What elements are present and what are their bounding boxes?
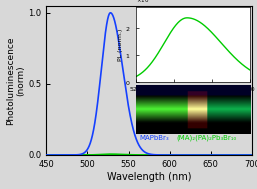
Y-axis label: Photoluminescence
(norm): Photoluminescence (norm) bbox=[6, 36, 25, 125]
X-axis label: Wavelength (nm): Wavelength (nm) bbox=[107, 172, 191, 182]
Text: (MA)₂(PA)₂Pb₃Br₁₀: (MA)₂(PA)₂Pb₃Br₁₀ bbox=[177, 135, 237, 141]
Text: MAPbBr₃: MAPbBr₃ bbox=[140, 135, 169, 141]
